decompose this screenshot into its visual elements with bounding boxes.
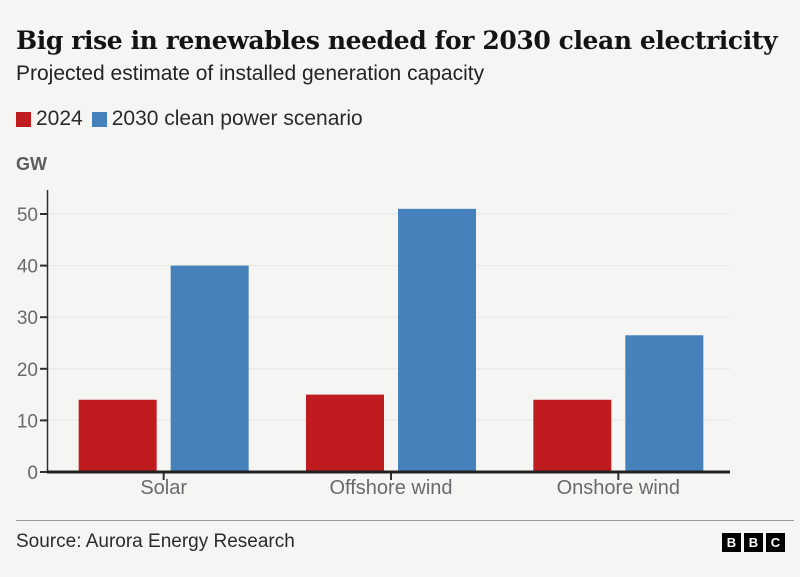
legend: 2024 2030 clean power scenario — [16, 107, 784, 131]
bbc-logo-letter: B — [744, 532, 763, 552]
svg-text:40: 40 — [17, 257, 38, 278]
svg-text:Offshore wind: Offshore wind — [329, 477, 452, 499]
bar-chart: Solar Offshore wind Onshore wind 0 10 20 30 40 5… — [17, 190, 730, 499]
legend-swatch-2024-icon — [16, 111, 31, 127]
footer-divider — [16, 520, 794, 521]
bbc-logo-letter: C — [766, 532, 785, 552]
svg-text:Solar: Solar — [140, 477, 187, 499]
bbc-logo: B B C — [722, 532, 785, 552]
bbc-logo-letter: B — [722, 532, 741, 552]
source-text: Source: Aurora Energy Research — [16, 531, 295, 552]
chart-subtitle: Projected estimate of installed generati… — [16, 62, 485, 85]
svg-text:20: 20 — [17, 360, 38, 381]
legend-item-2030: 2030 clean power scenario — [91, 107, 363, 131]
svg-text:10: 10 — [17, 412, 38, 433]
legend-swatch-2030-icon — [91, 111, 107, 127]
svg-text:50: 50 — [17, 205, 38, 226]
svg-text:0: 0 — [27, 463, 38, 484]
chart-title: Big rise in renewables needed for 2030 c… — [16, 26, 778, 55]
legend-label-2030: 2030 clean power scenario — [111, 107, 363, 131]
svg-text:Onshore wind: Onshore wind — [557, 477, 680, 499]
svg-text:30: 30 — [17, 308, 38, 329]
y-axis-unit-label: GW — [16, 154, 47, 175]
footer: Source: Aurora Energy Research B B C — [16, 531, 785, 553]
legend-item-2024: 2024 — [16, 107, 83, 131]
legend-label-2024: 2024 — [36, 107, 83, 131]
